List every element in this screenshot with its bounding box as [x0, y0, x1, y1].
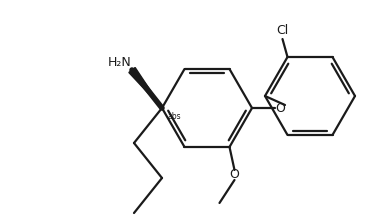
Text: O: O	[275, 101, 285, 114]
Text: O: O	[230, 168, 239, 181]
Text: H₂N: H₂N	[108, 55, 132, 69]
Text: Cl: Cl	[276, 23, 289, 36]
Text: abs: abs	[167, 112, 181, 121]
Polygon shape	[129, 68, 162, 108]
